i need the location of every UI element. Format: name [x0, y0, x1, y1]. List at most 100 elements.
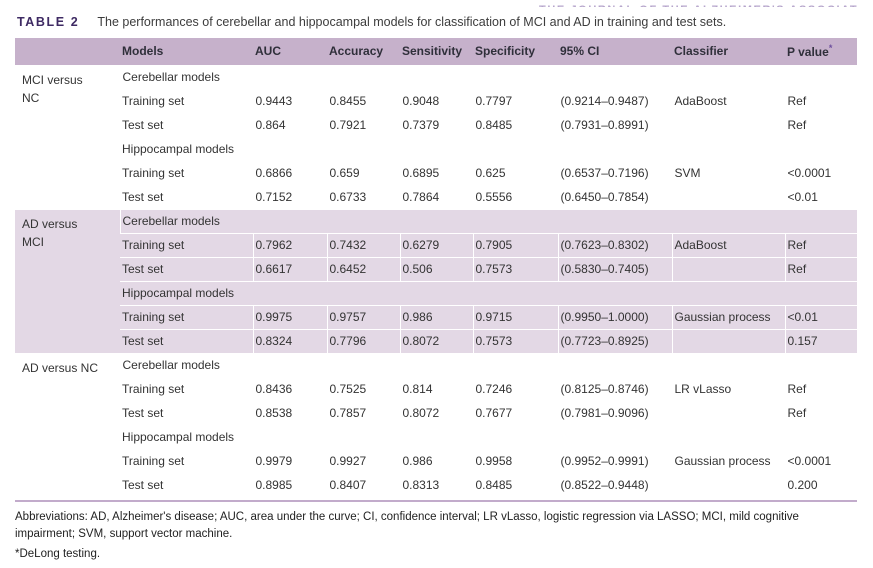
value-cell: 0.8436	[252, 376, 327, 401]
header-row: Models AUC Accuracy Sensitivity Specificity 9…	[15, 38, 857, 65]
value-cell: Gaussian process	[671, 448, 785, 473]
table-row: Training set 0.7962 0.7432 0.6279 0.7905 (0.7…	[15, 232, 857, 257]
value-cell	[671, 472, 785, 497]
value-cell: (0.8125–0.8746)	[557, 376, 672, 401]
value-cell	[671, 328, 785, 353]
value-cell: 0.7525	[326, 376, 400, 401]
table-row: Training set 0.8436 0.7525 0.814 0.7246 (0.81…	[15, 376, 857, 401]
model-cell: Test set	[120, 112, 253, 137]
column-header: Sensitivity	[400, 38, 473, 65]
value-cell: 0.9927	[326, 448, 400, 473]
table-row: Training set 0.9979 0.9927 0.986 0.9958 (0.99…	[15, 448, 857, 473]
column-header: Specificity	[473, 38, 558, 65]
model-subhead-cell: Cerebellar models	[119, 64, 857, 89]
table-row: Training set 0.9975 0.9757 0.986 0.9715 (0.99…	[15, 304, 857, 329]
value-cell: 0.8538	[252, 400, 327, 425]
column-header: Classifier	[672, 38, 785, 65]
table-title: TABLE 2 The performances of cerebellar a…	[0, 0, 873, 38]
value-cell: 0.6452	[326, 256, 400, 281]
column-header: 95% CI	[558, 38, 672, 65]
model-cell: Test set	[120, 256, 253, 281]
table-bottom-rule	[15, 500, 857, 502]
pvalue-asterisk: *	[828, 43, 833, 54]
journal-banner-text: THE JOURNAL OF THE ALZHEIMER'S ASSOCIATI…	[539, 4, 859, 7]
table-body: MCI versus NC Cerebellar models Training s…	[15, 64, 857, 497]
table-number-label: TABLE 2	[17, 15, 80, 29]
value-cell: <0.01	[784, 184, 857, 209]
results-table: Models AUC Accuracy Sensitivity Specificity 9…	[15, 38, 857, 497]
table-row: Test set 0.8324 0.7796 0.8072 0.7573 (0.7723–…	[15, 328, 857, 353]
footnote-delong: *DeLong testing.	[15, 547, 101, 560]
value-cell: 0.200	[784, 472, 857, 497]
value-cell: 0.9975	[252, 304, 327, 329]
value-cell: (0.7981–0.9096)	[557, 400, 672, 425]
value-cell: Ref	[784, 88, 857, 113]
table-row: Hippocampal models	[15, 136, 857, 161]
value-cell: (0.6537–0.7196)	[557, 160, 672, 185]
value-cell: (0.5830–0.7405)	[557, 256, 672, 281]
value-cell: 0.7796	[326, 328, 400, 353]
value-cell: 0.9958	[472, 448, 558, 473]
value-cell: 0.9443	[252, 88, 327, 113]
table-header: Models AUC Accuracy Sensitivity Specificity 9…	[15, 38, 857, 65]
model-cell: Test set	[120, 472, 253, 497]
value-cell: Ref	[784, 112, 857, 137]
value-cell: 0.986	[399, 448, 473, 473]
value-cell: 0.7379	[399, 112, 473, 137]
value-cell	[671, 256, 785, 281]
value-cell: 0.9048	[399, 88, 473, 113]
table-row: Test set 0.8985 0.8407 0.8313 0.8485 (0.8522–…	[15, 472, 857, 497]
model-cell: Training set	[120, 448, 253, 473]
table-caption: The performances of cerebellar and hippo…	[97, 15, 727, 29]
value-cell: 0.8072	[399, 400, 473, 425]
value-cell: LR vLasso	[671, 376, 785, 401]
value-cell: Ref	[784, 256, 857, 281]
value-cell: 0.7677	[472, 400, 558, 425]
value-cell	[671, 400, 785, 425]
table-row: AD versus MCI Cerebellar models	[15, 208, 857, 353]
value-cell: 0.6279	[399, 232, 473, 257]
table-row: Hippocampal models	[15, 280, 857, 305]
model-cell: Training set	[120, 232, 253, 257]
value-cell: 0.7921	[326, 112, 400, 137]
column-header	[15, 38, 120, 65]
table-row: Test set 0.864 0.7921 0.7379 0.8485 (0.7931–0…	[15, 112, 857, 137]
group-cell: MCI versus NC	[15, 64, 120, 209]
value-cell: 0.7432	[326, 232, 400, 257]
value-cell: 0.864	[252, 112, 327, 137]
table-row: Training set 0.6866 0.659 0.6895 0.625 (0.653…	[15, 160, 857, 185]
value-cell: 0.8072	[399, 328, 473, 353]
footnote-abbreviations: Abbreviations: AD, Alzheimer's disease; …	[15, 511, 799, 541]
value-cell: 0.7864	[399, 184, 473, 209]
value-cell: (0.9950–1.0000)	[557, 304, 672, 329]
table-row: Test set 0.6617 0.6452 0.506 0.7573 (0.5830–0…	[15, 256, 857, 281]
value-cell: 0.8985	[252, 472, 327, 497]
table-footnotes: Abbreviations: AD, Alzheimer's disease; …	[15, 509, 858, 563]
value-cell: 0.6895	[399, 160, 473, 185]
value-cell: 0.157	[784, 328, 857, 353]
table-row: MCI versus NC Cerebellar models	[15, 64, 857, 209]
table-row: Test set 0.8538 0.7857 0.8072 0.7677 (0.7981–…	[15, 400, 857, 425]
value-cell: 0.5556	[472, 184, 558, 209]
value-cell: 0.7797	[472, 88, 558, 113]
value-cell: 0.9979	[252, 448, 327, 473]
model-subhead-cell: Cerebellar models	[119, 208, 857, 233]
value-cell: 0.8407	[326, 472, 400, 497]
value-cell: (0.8522–0.9448)	[557, 472, 672, 497]
value-cell: 0.7962	[252, 232, 327, 257]
results-table-container: Models AUC Accuracy Sensitivity Specificity 9…	[15, 38, 857, 502]
column-header: Models	[120, 38, 253, 65]
value-cell: 0.7573	[472, 256, 558, 281]
value-cell: 0.814	[399, 376, 473, 401]
value-cell: 0.9757	[326, 304, 400, 329]
value-cell: 0.625	[472, 160, 558, 185]
model-cell: Test set	[120, 184, 253, 209]
value-cell: 0.659	[326, 160, 400, 185]
value-cell: (0.9214–0.9487)	[557, 88, 672, 113]
value-cell: 0.986	[399, 304, 473, 329]
value-cell: 0.6733	[326, 184, 400, 209]
group-cell: AD versus NC	[15, 352, 120, 497]
value-cell: Gaussian process	[671, 304, 785, 329]
value-cell: 0.7857	[326, 400, 400, 425]
value-cell: 0.506	[399, 256, 473, 281]
